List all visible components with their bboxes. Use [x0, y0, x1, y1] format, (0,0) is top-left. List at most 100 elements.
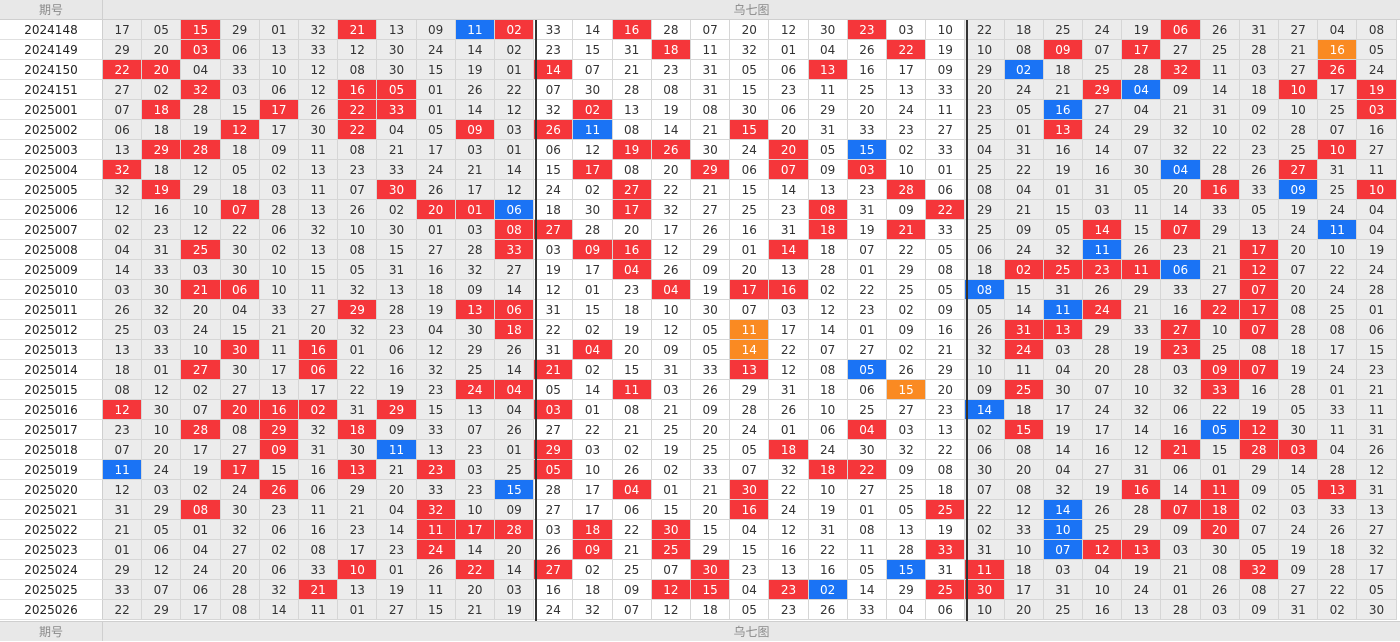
period-header: 期号	[0, 0, 103, 20]
period-cell: 2025021	[0, 500, 103, 520]
number-cell: 01	[926, 160, 966, 180]
number-cell: 01	[416, 100, 456, 120]
number-cell: 15	[1043, 200, 1083, 220]
number-cell: 05	[730, 600, 770, 620]
number-cell: 19	[1357, 80, 1397, 100]
number-cell: 31	[338, 400, 378, 420]
number-cell: 05	[1239, 540, 1279, 560]
number-cell: 03	[887, 20, 927, 40]
number-cell: 08	[1318, 320, 1358, 340]
number-cell: 12	[1122, 440, 1162, 460]
number-cell: 18	[1318, 540, 1358, 560]
number-cell: 13	[299, 240, 339, 260]
number-cell: 31	[1200, 100, 1240, 120]
number-cell: 24	[455, 380, 495, 400]
number-cell: 01	[338, 600, 378, 620]
number-cell: 15	[220, 100, 260, 120]
number-cell: 03	[142, 320, 182, 340]
number-cell: 25	[847, 80, 887, 100]
number-cell: 28	[887, 180, 927, 200]
number-cell: 27	[495, 260, 535, 280]
number-cell: 15	[1004, 420, 1044, 440]
number-cell: 26	[534, 120, 574, 140]
number-cell: 19	[1279, 200, 1319, 220]
number-cell: 08	[1239, 340, 1279, 360]
number-cell: 06	[847, 380, 887, 400]
number-cell: 06	[299, 360, 339, 380]
number-cell: 20	[769, 120, 809, 140]
number-cell: 09	[887, 320, 927, 340]
number-cell: 16	[1161, 300, 1201, 320]
number-cell: 19	[377, 580, 417, 600]
number-cell: 07	[1239, 360, 1279, 380]
number-cell: 28	[1239, 40, 1279, 60]
number-cell: 09	[1279, 560, 1319, 580]
number-cell: 10	[573, 460, 613, 480]
period-cell: 2025025	[0, 580, 103, 600]
number-cell: 09	[612, 580, 652, 600]
number-cell: 33	[1200, 200, 1240, 220]
number-cell: 25	[691, 440, 731, 460]
period-cell: 2025008	[0, 240, 103, 260]
number-cell: 19	[1239, 400, 1279, 420]
number-cell: 10	[455, 500, 495, 520]
number-cell: 27	[612, 180, 652, 200]
number-cell: 27	[1083, 460, 1123, 480]
number-cell: 09	[808, 160, 848, 180]
number-cell: 22	[847, 460, 887, 480]
number-cell: 05	[377, 80, 417, 100]
number-cell: 21	[691, 480, 731, 500]
number-cell: 12	[1239, 420, 1279, 440]
number-cell: 11	[1122, 260, 1162, 280]
number-cell: 13	[416, 440, 456, 460]
number-cell: 12	[181, 220, 221, 240]
number-cell: 01	[1161, 580, 1201, 600]
number-cell: 29	[926, 360, 966, 380]
number-cell: 29	[220, 20, 260, 40]
number-cell: 27	[1279, 160, 1319, 180]
number-cell: 11	[1004, 360, 1044, 380]
number-cell: 15	[651, 500, 691, 520]
number-cell: 26	[1318, 60, 1358, 80]
number-cell: 05	[1279, 400, 1319, 420]
number-cell: 08	[691, 100, 731, 120]
number-cell: 30	[573, 80, 613, 100]
number-cell: 17	[259, 360, 299, 380]
number-cell: 11	[691, 40, 731, 60]
number-cell: 12	[769, 360, 809, 380]
number-cell: 19	[1043, 160, 1083, 180]
number-cell: 33	[142, 260, 182, 280]
number-cell: 02	[259, 240, 299, 260]
number-cell: 07	[1083, 380, 1123, 400]
number-cell: 05	[1279, 480, 1319, 500]
number-cell: 11	[299, 140, 339, 160]
number-cell: 08	[847, 520, 887, 540]
number-cell: 23	[965, 100, 1005, 120]
number-cell: 27	[534, 560, 574, 580]
number-cell: 23	[455, 480, 495, 500]
number-cell: 18	[142, 160, 182, 180]
number-cell: 29	[1200, 220, 1240, 240]
number-cell: 06	[259, 80, 299, 100]
number-cell: 27	[926, 120, 966, 140]
number-cell: 01	[1004, 120, 1044, 140]
number-cell: 23	[769, 80, 809, 100]
number-cell: 07	[1239, 280, 1279, 300]
number-cell: 12	[338, 40, 378, 60]
number-cell: 09	[573, 540, 613, 560]
number-cell: 21	[1161, 100, 1201, 120]
number-cell: 25	[1318, 180, 1358, 200]
number-cell: 05	[926, 280, 966, 300]
number-cell: 05	[887, 500, 927, 520]
number-cell: 10	[808, 400, 848, 420]
number-cell: 08	[612, 400, 652, 420]
number-cell: 11	[1318, 220, 1358, 240]
number-cell: 14	[377, 520, 417, 540]
number-cell: 30	[1043, 380, 1083, 400]
number-cell: 31	[808, 120, 848, 140]
number-cell: 05	[691, 340, 731, 360]
number-cell: 24	[730, 140, 770, 160]
number-cell: 01	[495, 440, 535, 460]
number-cell: 33	[416, 420, 456, 440]
number-cell: 14	[965, 400, 1005, 420]
